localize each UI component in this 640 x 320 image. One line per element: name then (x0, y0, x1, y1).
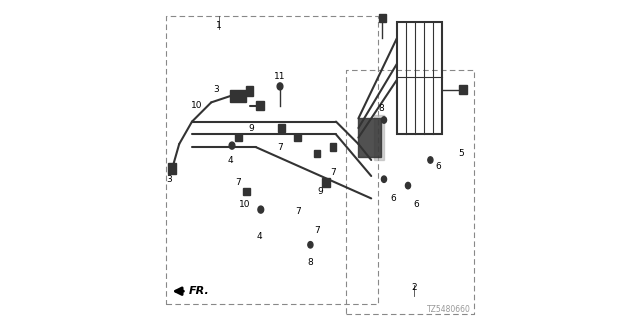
Ellipse shape (381, 117, 387, 123)
Text: 7: 7 (314, 226, 319, 235)
Bar (330, 143, 336, 151)
Bar (246, 86, 253, 96)
Text: 5: 5 (458, 149, 463, 158)
Text: TZ5480660: TZ5480660 (426, 305, 470, 314)
Text: 3: 3 (167, 175, 172, 184)
Bar (380, 14, 385, 22)
Text: 6: 6 (436, 162, 441, 171)
Ellipse shape (308, 242, 313, 248)
Text: 7: 7 (295, 207, 300, 216)
Bar (358, 118, 381, 157)
Text: 11: 11 (275, 72, 285, 81)
Bar (314, 150, 320, 157)
Text: 1: 1 (216, 21, 222, 30)
Text: 6: 6 (391, 194, 396, 203)
Ellipse shape (229, 142, 235, 149)
Text: 9: 9 (317, 188, 323, 196)
Bar (256, 101, 264, 110)
Text: 8: 8 (378, 104, 383, 113)
Bar (243, 188, 250, 195)
Bar (460, 85, 467, 94)
Bar (278, 124, 285, 132)
Text: 9: 9 (248, 124, 254, 132)
Bar (168, 163, 176, 174)
Text: 3: 3 (213, 85, 219, 94)
Text: 8: 8 (308, 258, 313, 267)
Text: 7: 7 (330, 168, 335, 177)
Ellipse shape (381, 176, 387, 182)
Bar (397, 22, 442, 134)
Ellipse shape (258, 206, 264, 213)
Bar (322, 178, 330, 187)
Text: FR.: FR. (189, 286, 209, 296)
Text: 10: 10 (239, 200, 250, 209)
Text: 2: 2 (412, 284, 417, 292)
Bar (230, 90, 246, 102)
Text: 10: 10 (191, 101, 202, 110)
Bar (374, 115, 384, 160)
Ellipse shape (428, 157, 433, 163)
Text: 4: 4 (257, 232, 262, 241)
Ellipse shape (277, 83, 283, 90)
Text: 4: 4 (228, 156, 233, 164)
Bar (236, 134, 242, 141)
Ellipse shape (406, 182, 411, 189)
Text: 7: 7 (236, 178, 241, 187)
Text: 6: 6 (413, 200, 419, 209)
Text: 7: 7 (277, 143, 283, 152)
Bar (294, 134, 301, 141)
